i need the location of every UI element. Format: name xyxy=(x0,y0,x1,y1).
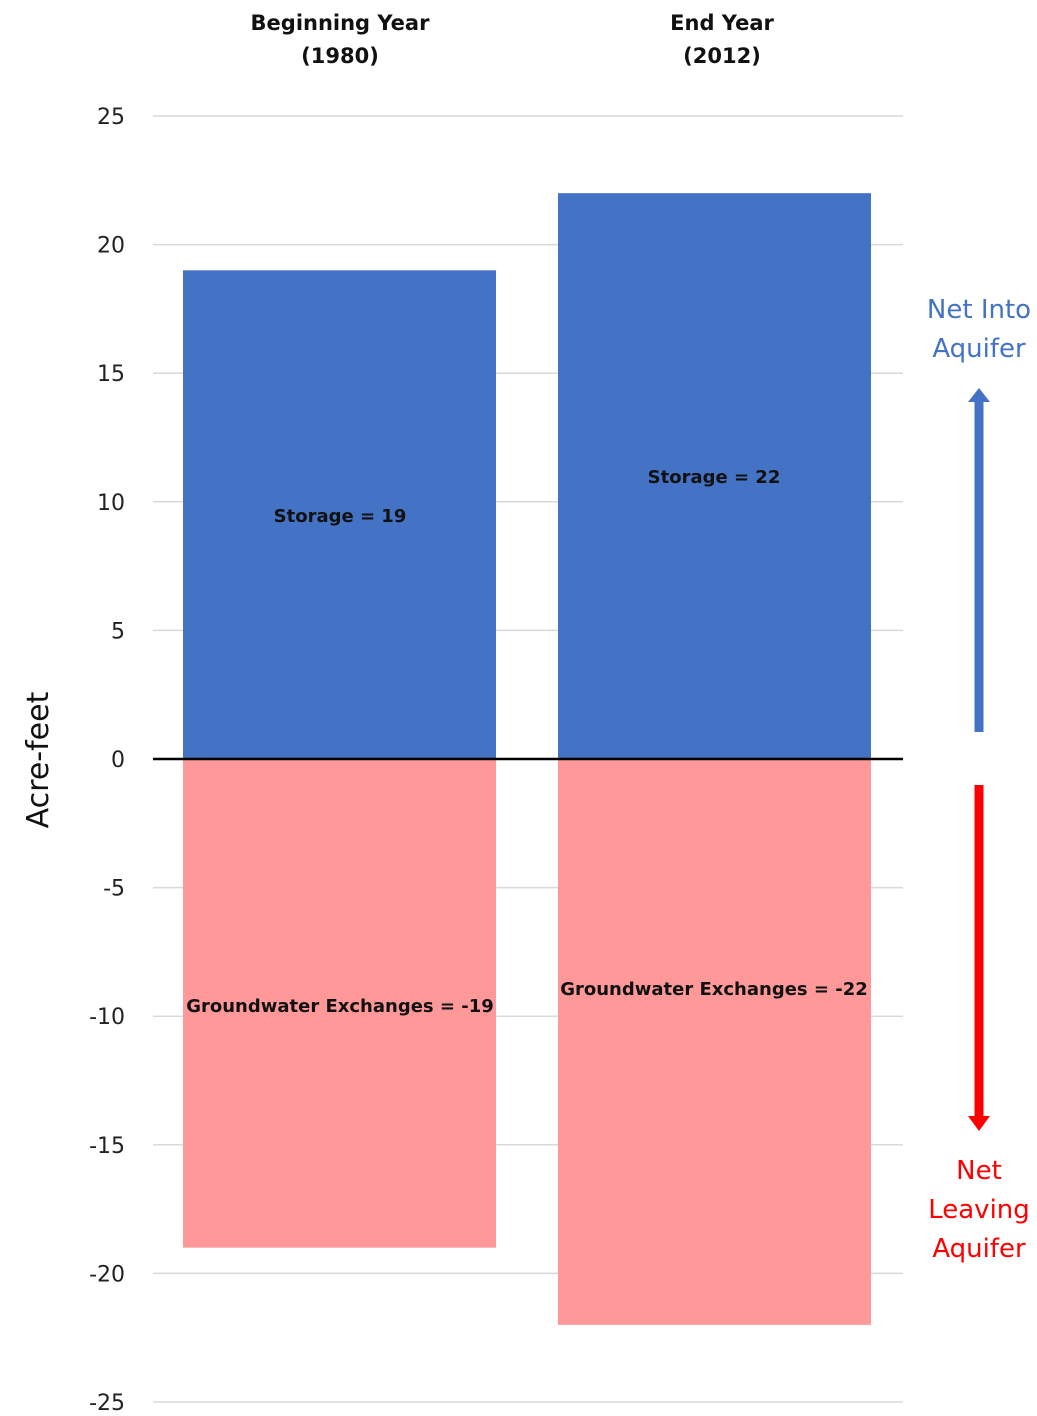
net-into-aquifer-label: Net Into xyxy=(927,295,1031,325)
storage-data-label: Storage = 19 xyxy=(274,506,407,527)
bars xyxy=(183,193,871,1325)
net-leaving-aquifer-label: Aquifer xyxy=(932,1234,1026,1264)
groundwater-exchanges-data-label: Groundwater Exchanges = -22 xyxy=(560,979,868,1000)
y-tick-label: 0 xyxy=(111,748,125,773)
y-tick-label: -25 xyxy=(89,1391,125,1416)
y-tick-labels: 25 20 15 10 5 0 -5 -10 -15 -20 -25 xyxy=(89,105,125,1416)
y-tick-label: -20 xyxy=(89,1262,125,1287)
y-tick-label: 25 xyxy=(97,105,125,130)
up-arrow-icon xyxy=(968,388,990,402)
groundwater-exchanges-bar xyxy=(183,759,496,1248)
y-tick-label: 20 xyxy=(97,234,125,259)
storage-data-label: Storage = 22 xyxy=(648,467,781,488)
y-tick-label: 15 xyxy=(97,362,125,387)
net-leaving-aquifer-label: Leaving xyxy=(928,1195,1030,1225)
y-axis-label: Acre-feet xyxy=(21,691,56,828)
y-tick-label: 5 xyxy=(111,619,125,644)
column-title-beginning-line2: (1980) xyxy=(301,44,379,68)
column-title-end-line2: (2012) xyxy=(683,44,761,68)
y-tick-label: -10 xyxy=(89,1005,125,1030)
net-leaving-aquifer-label: Net xyxy=(956,1156,1002,1186)
column-title-end-line1: End Year xyxy=(670,11,774,35)
flow-annotations: Net Into Aquifer Net Leaving Aquifer xyxy=(927,295,1031,1264)
groundwater-exchanges-bar xyxy=(558,759,871,1325)
groundwater-exchanges-data-label: Groundwater Exchanges = -19 xyxy=(186,996,494,1017)
net-into-aquifer-label: Aquifer xyxy=(932,334,1026,364)
storage-bar xyxy=(558,193,871,759)
bar-labels: Storage = 19 Storage = 22 Groundwater Exch… xyxy=(186,467,868,1017)
down-arrow-icon xyxy=(968,1116,990,1131)
column-title-beginning-line1: Beginning Year xyxy=(251,11,431,35)
y-tick-label: -15 xyxy=(89,1134,125,1159)
y-tick-label: -5 xyxy=(103,877,125,902)
storage-bar xyxy=(183,270,496,759)
y-tick-label: 10 xyxy=(97,491,125,516)
